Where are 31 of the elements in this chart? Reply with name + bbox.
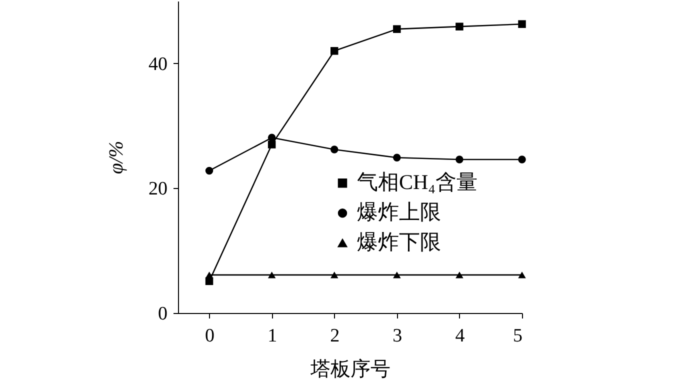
point — [456, 22, 464, 30]
point — [268, 272, 276, 278]
x-tick-label: 2 — [330, 326, 340, 346]
y-tick-label: 20 — [148, 178, 168, 200]
point — [518, 20, 526, 28]
point — [393, 272, 401, 278]
point — [268, 134, 276, 142]
x-tick-label: 4 — [455, 326, 466, 346]
y-axis-title: φ/% — [106, 140, 128, 174]
point — [268, 140, 276, 148]
point — [456, 272, 464, 278]
point — [205, 272, 214, 278]
y-tick-label: 0 — [158, 304, 168, 324]
point — [393, 25, 401, 33]
x-tick-label: 5 — [513, 326, 522, 346]
point — [456, 156, 464, 164]
point — [205, 166, 214, 175]
point — [518, 156, 526, 164]
point — [330, 146, 338, 154]
x-tick-label: 3 — [392, 326, 402, 346]
point — [393, 154, 401, 162]
point — [330, 47, 338, 55]
legend-label: 气相CH₄含量 — [357, 170, 478, 194]
point — [330, 272, 338, 278]
point — [518, 272, 526, 278]
legend-label: 爆炸上限 — [357, 200, 441, 224]
x-tick-label: 0 — [205, 326, 215, 346]
y-tick-label: 40 — [148, 54, 168, 75]
x-axis-title: 塔板序号 — [310, 358, 390, 380]
legend-label: 爆炸下限 — [357, 230, 441, 254]
x-tick-label: 1 — [268, 326, 278, 346]
